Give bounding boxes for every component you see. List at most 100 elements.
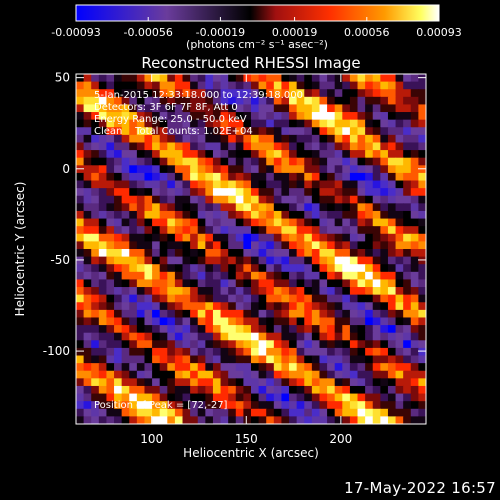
heatmap-cell: [281, 393, 290, 402]
heatmap-cell: [251, 249, 260, 258]
heatmap-cell: [167, 378, 176, 387]
heatmap-cell: [114, 165, 123, 174]
heatmap-cell: [319, 157, 328, 166]
heatmap-cell: [159, 355, 168, 364]
heatmap-cell: [349, 96, 359, 106]
heatmap-cell: [243, 363, 252, 372]
heatmap-cell: [372, 393, 381, 402]
heatmap-cell: [410, 134, 419, 144]
heatmap-cell: [349, 363, 359, 372]
heatmap-cell: [357, 370, 366, 379]
heatmap-cell: [220, 294, 229, 303]
heatmap-cell: [159, 150, 168, 159]
heatmap-cell: [190, 150, 199, 159]
heatmap-cell: [174, 279, 184, 288]
heatmap-cell: [372, 218, 381, 227]
heatmap-cell: [235, 317, 244, 326]
heatmap-cell: [319, 134, 328, 144]
heatmap-cell: [334, 279, 343, 288]
heatmap-cell: [197, 332, 206, 341]
heatmap-cell: [243, 408, 252, 417]
heatmap-cell: [212, 317, 222, 326]
heatmap-cell: [129, 203, 138, 212]
heatmap-cell: [220, 355, 229, 364]
heatmap-cell: [144, 271, 153, 281]
heatmap-cell: [357, 241, 366, 250]
heatmap-cell: [136, 385, 146, 395]
heatmap-cell: [380, 287, 389, 296]
heatmap-cell: [98, 264, 108, 273]
heatmap-cell: [144, 370, 153, 379]
heatmap-cell: [334, 287, 343, 296]
heatmap-cell: [190, 180, 199, 189]
heatmap-cell: [372, 81, 381, 90]
heatmap-cell: [418, 279, 426, 288]
heatmap-cell: [289, 279, 298, 288]
heatmap-cell: [235, 241, 244, 250]
heatmap-cell: [289, 317, 298, 326]
heatmap-cell: [235, 81, 244, 90]
heatmap-cell: [167, 188, 176, 197]
heatmap-cell: [380, 74, 389, 83]
heatmap-cell: [273, 317, 283, 326]
heatmap-cell: [296, 355, 305, 364]
heatmap-cell: [289, 96, 298, 106]
heatmap-cell: [159, 104, 168, 113]
heatmap-cell: [159, 134, 168, 144]
colorbar-unit-label: (photons cm⁻² s⁻¹ asec⁻²): [186, 38, 328, 51]
heatmap-cell: [365, 249, 374, 258]
heatmap-cell: [258, 378, 267, 387]
heatmap-cell: [121, 287, 130, 296]
heatmap-cell: [182, 317, 191, 326]
heatmap-cell: [334, 226, 343, 235]
heatmap-cell: [266, 302, 275, 311]
heatmap-cell: [342, 264, 351, 273]
heatmap-cell: [243, 203, 252, 212]
heatmap-cell: [152, 378, 161, 387]
heatmap-cell: [220, 363, 229, 372]
heatmap-cell: [327, 302, 336, 311]
heatmap-cell: [114, 180, 123, 189]
heatmap-cell: [76, 157, 85, 166]
heatmap-cell: [98, 325, 108, 334]
heatmap-cell: [357, 347, 366, 357]
heatmap-cell: [114, 340, 123, 349]
heatmap-cell: [129, 363, 138, 372]
heatmap-cell: [98, 74, 108, 83]
heatmap-cell: [190, 256, 199, 265]
heatmap-cell: [159, 127, 168, 136]
heatmap-cell: [349, 127, 359, 136]
heatmap-cell: [197, 165, 206, 174]
heatmap-cell: [190, 104, 199, 113]
heatmap-cell: [380, 210, 389, 220]
heatmap-cell: [83, 89, 92, 98]
heatmap-cell: [114, 112, 123, 121]
heatmap-cell: [182, 119, 191, 128]
heatmap-cell: [410, 210, 419, 220]
heatmap-cell: [289, 210, 298, 220]
heatmap-cell: [365, 119, 374, 128]
heatmap-cell: [403, 165, 412, 174]
heatmap-cell: [304, 233, 313, 242]
heatmap-cell: [159, 195, 168, 204]
heatmap-cell: [159, 256, 168, 265]
heatmap-cell: [136, 271, 146, 281]
heatmap-cell: [304, 218, 313, 227]
heatmap-cell: [83, 134, 92, 144]
heatmap-cell: [114, 233, 123, 242]
heatmap-cell: [235, 325, 244, 334]
heatmap-cell: [205, 119, 214, 128]
heatmap-cell: [212, 416, 222, 424]
heatmap-cell: [220, 287, 229, 296]
heatmap-cell: [365, 363, 374, 372]
heatmap-cell: [418, 325, 426, 334]
heatmap-cell: [342, 340, 351, 349]
heatmap-cell: [296, 340, 305, 349]
heatmap-cell: [121, 96, 130, 106]
heatmap-cell: [319, 74, 328, 83]
heatmap-cell: [380, 264, 389, 273]
heatmap-cell: [220, 271, 229, 281]
heatmap-cell: [228, 210, 237, 220]
heatmap-cell: [296, 309, 305, 319]
heatmap-cell: [380, 233, 389, 242]
